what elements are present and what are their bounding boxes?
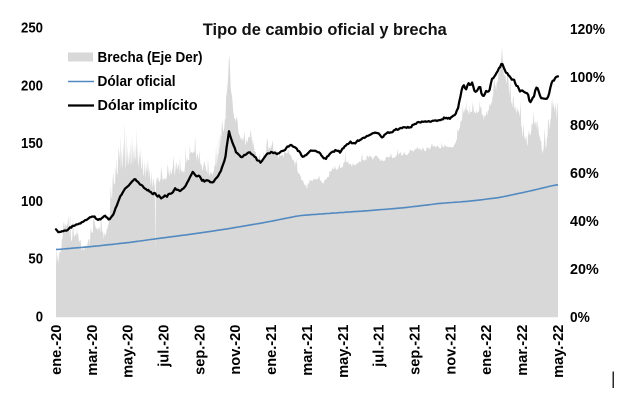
svg-text:may.-22: may.-22 — [551, 325, 567, 378]
svg-text:mar.-21: mar.-21 — [300, 325, 316, 376]
svg-text:Dólar oficial: Dólar oficial — [98, 74, 176, 90]
svg-text:100%: 100% — [570, 70, 605, 86]
svg-text:mar.-22: mar.-22 — [515, 325, 531, 376]
svg-text:0: 0 — [36, 310, 43, 326]
svg-text:60%: 60% — [570, 166, 599, 182]
svg-text:mar.-20: mar.-20 — [85, 325, 101, 376]
svg-text:sep.-21: sep.-21 — [408, 325, 424, 375]
svg-text:40%: 40% — [570, 214, 599, 230]
svg-text:jul.-20: jul.-20 — [157, 325, 173, 368]
svg-text:may.-20: may.-20 — [121, 325, 137, 378]
svg-text:jul.-21: jul.-21 — [372, 325, 388, 368]
svg-text:0%: 0% — [570, 310, 590, 326]
svg-text:150: 150 — [21, 136, 43, 152]
svg-text:ene.-22: ene.-22 — [479, 325, 495, 375]
svg-text:Dólar implícito: Dólar implícito — [98, 98, 198, 114]
svg-text:20%: 20% — [570, 262, 599, 278]
svg-text:Brecha (Eje Der): Brecha (Eje Der) — [98, 50, 203, 66]
svg-text:250: 250 — [21, 21, 43, 37]
svg-text:ene.-21: ene.-21 — [264, 325, 280, 375]
svg-text:may.-21: may.-21 — [336, 325, 352, 378]
svg-text:Tipo de cambio oficial y brech: Tipo de cambio oficial y brecha — [203, 20, 448, 39]
svg-text:100: 100 — [21, 194, 43, 210]
svg-text:ene.-20: ene.-20 — [49, 325, 65, 375]
svg-text:120%: 120% — [570, 22, 605, 38]
svg-text:sep.-20: sep.-20 — [192, 325, 208, 375]
svg-text:nov.-20: nov.-20 — [228, 325, 244, 375]
svg-text:50: 50 — [28, 252, 43, 268]
svg-text:200: 200 — [21, 78, 43, 94]
svg-text:80%: 80% — [570, 118, 599, 134]
svg-text:nov.-21: nov.-21 — [443, 325, 459, 375]
